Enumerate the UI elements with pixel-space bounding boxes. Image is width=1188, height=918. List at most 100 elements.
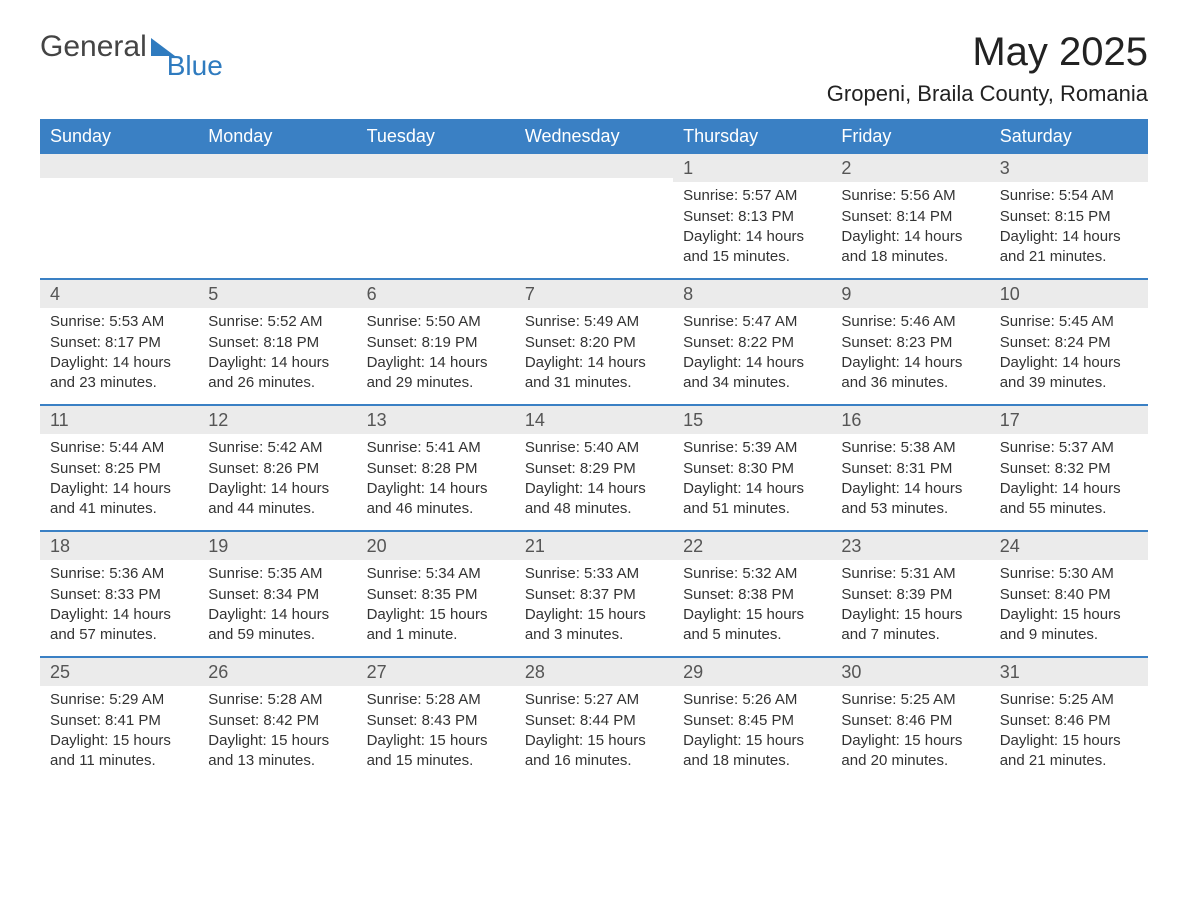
- daylight-line: Daylight: 15 hours and 7 minutes.: [841, 605, 979, 646]
- daylight-line: Daylight: 14 hours and 15 minutes.: [683, 227, 821, 268]
- daylight-line: Daylight: 14 hours and 48 minutes.: [525, 479, 663, 520]
- daylight-line: Daylight: 14 hours and 26 minutes.: [208, 353, 346, 394]
- day-body: Sunrise: 5:44 AMSunset: 8:25 PMDaylight:…: [40, 434, 198, 525]
- sunrise-line: Sunrise: 5:30 AM: [1000, 564, 1138, 584]
- sunrise-line: Sunrise: 5:50 AM: [367, 312, 505, 332]
- day-body: Sunrise: 5:45 AMSunset: 8:24 PMDaylight:…: [990, 308, 1148, 399]
- sunrise-line: Sunrise: 5:34 AM: [367, 564, 505, 584]
- sunrise-line: Sunrise: 5:35 AM: [208, 564, 346, 584]
- sunset-line: Sunset: 8:38 PM: [683, 585, 821, 605]
- day-number: 12: [198, 406, 356, 434]
- daylight-line: Daylight: 14 hours and 39 minutes.: [1000, 353, 1138, 394]
- brand-word-1: General: [40, 30, 147, 64]
- weekday-header: Saturday: [990, 119, 1148, 154]
- day-cell: 17Sunrise: 5:37 AMSunset: 8:32 PMDayligh…: [990, 406, 1148, 530]
- day-body: Sunrise: 5:31 AMSunset: 8:39 PMDaylight:…: [831, 560, 989, 651]
- sunset-line: Sunset: 8:46 PM: [841, 711, 979, 731]
- day-body: Sunrise: 5:39 AMSunset: 8:30 PMDaylight:…: [673, 434, 831, 525]
- day-number: [40, 154, 198, 178]
- daylight-line: Daylight: 14 hours and 44 minutes.: [208, 479, 346, 520]
- sunrise-line: Sunrise: 5:38 AM: [841, 438, 979, 458]
- sunset-line: Sunset: 8:37 PM: [525, 585, 663, 605]
- day-cell: 11Sunrise: 5:44 AMSunset: 8:25 PMDayligh…: [40, 406, 198, 530]
- day-number: 19: [198, 532, 356, 560]
- sunrise-line: Sunrise: 5:56 AM: [841, 186, 979, 206]
- day-body: Sunrise: 5:27 AMSunset: 8:44 PMDaylight:…: [515, 686, 673, 777]
- sunset-line: Sunset: 8:42 PM: [208, 711, 346, 731]
- week-row: 1Sunrise: 5:57 AMSunset: 8:13 PMDaylight…: [40, 154, 1148, 278]
- sunrise-line: Sunrise: 5:28 AM: [367, 690, 505, 710]
- sunrise-line: Sunrise: 5:32 AM: [683, 564, 821, 584]
- brand-logo: General Blue: [40, 30, 223, 82]
- sunset-line: Sunset: 8:41 PM: [50, 711, 188, 731]
- sunset-line: Sunset: 8:22 PM: [683, 333, 821, 353]
- sunset-line: Sunset: 8:24 PM: [1000, 333, 1138, 353]
- day-number: 26: [198, 658, 356, 686]
- day-cell: 3Sunrise: 5:54 AMSunset: 8:15 PMDaylight…: [990, 154, 1148, 278]
- day-cell: 28Sunrise: 5:27 AMSunset: 8:44 PMDayligh…: [515, 658, 673, 782]
- sunset-line: Sunset: 8:39 PM: [841, 585, 979, 605]
- sunrise-line: Sunrise: 5:42 AM: [208, 438, 346, 458]
- day-number: 13: [357, 406, 515, 434]
- day-body: Sunrise: 5:28 AMSunset: 8:42 PMDaylight:…: [198, 686, 356, 777]
- daylight-line: Daylight: 15 hours and 20 minutes.: [841, 731, 979, 772]
- day-number: 11: [40, 406, 198, 434]
- sunrise-line: Sunrise: 5:54 AM: [1000, 186, 1138, 206]
- day-number: 24: [990, 532, 1148, 560]
- day-body: Sunrise: 5:30 AMSunset: 8:40 PMDaylight:…: [990, 560, 1148, 651]
- day-body: Sunrise: 5:46 AMSunset: 8:23 PMDaylight:…: [831, 308, 989, 399]
- daylight-line: Daylight: 14 hours and 51 minutes.: [683, 479, 821, 520]
- day-body: Sunrise: 5:50 AMSunset: 8:19 PMDaylight:…: [357, 308, 515, 399]
- sunrise-line: Sunrise: 5:46 AM: [841, 312, 979, 332]
- day-cell: 26Sunrise: 5:28 AMSunset: 8:42 PMDayligh…: [198, 658, 356, 782]
- sunrise-line: Sunrise: 5:25 AM: [841, 690, 979, 710]
- day-cell: [40, 154, 198, 278]
- daylight-line: Daylight: 14 hours and 18 minutes.: [841, 227, 979, 268]
- sunrise-line: Sunrise: 5:33 AM: [525, 564, 663, 584]
- day-body: Sunrise: 5:36 AMSunset: 8:33 PMDaylight:…: [40, 560, 198, 651]
- day-cell: 31Sunrise: 5:25 AMSunset: 8:46 PMDayligh…: [990, 658, 1148, 782]
- weekday-header: Wednesday: [515, 119, 673, 154]
- sunrise-line: Sunrise: 5:37 AM: [1000, 438, 1138, 458]
- sunset-line: Sunset: 8:31 PM: [841, 459, 979, 479]
- title-block: May 2025 Gropeni, Braila County, Romania: [827, 30, 1148, 107]
- daylight-line: Daylight: 15 hours and 11 minutes.: [50, 731, 188, 772]
- day-cell: 8Sunrise: 5:47 AMSunset: 8:22 PMDaylight…: [673, 280, 831, 404]
- day-cell: 15Sunrise: 5:39 AMSunset: 8:30 PMDayligh…: [673, 406, 831, 530]
- day-body: Sunrise: 5:41 AMSunset: 8:28 PMDaylight:…: [357, 434, 515, 525]
- sunset-line: Sunset: 8:26 PM: [208, 459, 346, 479]
- day-cell: 21Sunrise: 5:33 AMSunset: 8:37 PMDayligh…: [515, 532, 673, 656]
- daylight-line: Daylight: 14 hours and 57 minutes.: [50, 605, 188, 646]
- sunset-line: Sunset: 8:18 PM: [208, 333, 346, 353]
- sunset-line: Sunset: 8:29 PM: [525, 459, 663, 479]
- day-body: Sunrise: 5:35 AMSunset: 8:34 PMDaylight:…: [198, 560, 356, 651]
- day-cell: 10Sunrise: 5:45 AMSunset: 8:24 PMDayligh…: [990, 280, 1148, 404]
- weekday-header: Monday: [198, 119, 356, 154]
- sunset-line: Sunset: 8:40 PM: [1000, 585, 1138, 605]
- day-number: 4: [40, 280, 198, 308]
- day-body: Sunrise: 5:33 AMSunset: 8:37 PMDaylight:…: [515, 560, 673, 651]
- day-cell: 20Sunrise: 5:34 AMSunset: 8:35 PMDayligh…: [357, 532, 515, 656]
- daylight-line: Daylight: 14 hours and 55 minutes.: [1000, 479, 1138, 520]
- sunrise-line: Sunrise: 5:45 AM: [1000, 312, 1138, 332]
- location-line: Gropeni, Braila County, Romania: [827, 81, 1148, 107]
- day-number: 25: [40, 658, 198, 686]
- day-number: [515, 154, 673, 178]
- day-body: Sunrise: 5:53 AMSunset: 8:17 PMDaylight:…: [40, 308, 198, 399]
- day-number: 14: [515, 406, 673, 434]
- sunrise-line: Sunrise: 5:26 AM: [683, 690, 821, 710]
- sunset-line: Sunset: 8:15 PM: [1000, 207, 1138, 227]
- sunrise-line: Sunrise: 5:31 AM: [841, 564, 979, 584]
- day-cell: 4Sunrise: 5:53 AMSunset: 8:17 PMDaylight…: [40, 280, 198, 404]
- day-body: Sunrise: 5:25 AMSunset: 8:46 PMDaylight:…: [990, 686, 1148, 777]
- daylight-line: Daylight: 14 hours and 41 minutes.: [50, 479, 188, 520]
- daylight-line: Daylight: 15 hours and 9 minutes.: [1000, 605, 1138, 646]
- calendar-page: General Blue May 2025 Gropeni, Braila Co…: [0, 0, 1188, 822]
- day-number: 27: [357, 658, 515, 686]
- weekday-header-row: Sunday Monday Tuesday Wednesday Thursday…: [40, 119, 1148, 154]
- calendar-grid: Sunday Monday Tuesday Wednesday Thursday…: [40, 119, 1148, 782]
- day-number: 17: [990, 406, 1148, 434]
- day-body: Sunrise: 5:56 AMSunset: 8:14 PMDaylight:…: [831, 182, 989, 273]
- day-number: 6: [357, 280, 515, 308]
- sunrise-line: Sunrise: 5:40 AM: [525, 438, 663, 458]
